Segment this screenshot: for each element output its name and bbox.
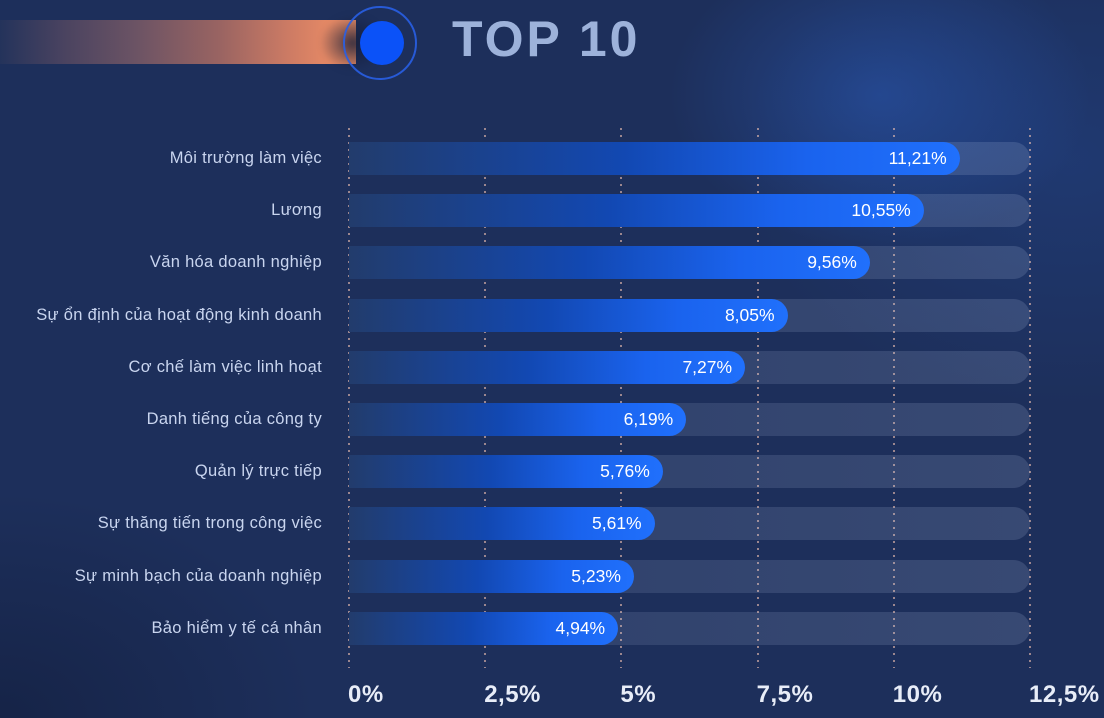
chart-row: Sự minh bạch của doanh nghiệp 5,23% xyxy=(0,559,1104,593)
value-label: 5,76% xyxy=(600,461,650,482)
value-bar: 9,56% xyxy=(349,246,870,280)
chart-row: Cơ chế làm việc linh hoạt 7,27% xyxy=(0,350,1104,384)
axis-tick-label: 0% xyxy=(348,681,384,708)
category-label: Môi trường làm việc xyxy=(169,149,322,167)
value-label: 6,19% xyxy=(623,408,674,429)
value-bar: 5,23% xyxy=(349,559,634,593)
value-bar: 10,55% xyxy=(349,194,924,228)
category-label: Quản lý trực tiếp xyxy=(194,462,322,481)
category-label: Sự minh bạch của doanh nghiệp xyxy=(74,566,322,585)
category-label: Văn hóa doanh nghiệp xyxy=(149,253,322,272)
value-bar: 5,61% xyxy=(349,507,655,541)
gridline xyxy=(1029,128,1031,668)
value-label: 5,61% xyxy=(592,513,642,534)
header-accent-bar xyxy=(0,20,356,64)
chart-row: Sự ổn định của hoạt động kinh doanh 8,05… xyxy=(0,298,1104,332)
gridline xyxy=(756,128,759,668)
chart-row: Môi trường làm việc 11,21% xyxy=(0,142,1104,175)
value-label: 9,56% xyxy=(807,252,857,273)
chart-row: Danh tiếng của công ty 6,19% xyxy=(0,402,1104,436)
chart-row: Văn hóa doanh nghiệp 9,56% xyxy=(0,246,1104,280)
value-bar: 7,27% xyxy=(349,350,746,384)
axis-tick-label: 12,5% xyxy=(1029,681,1100,708)
chart-row: Lương 10,55% xyxy=(0,194,1104,228)
category-label: Danh tiếng của công ty xyxy=(146,409,322,428)
page-title: TOP 10 xyxy=(452,11,641,67)
bullet-ring-icon xyxy=(343,6,417,80)
value-label: 5,23% xyxy=(571,565,621,586)
category-label: Sự thăng tiến trong công việc xyxy=(97,514,322,533)
category-label: Sự ổn định của hoạt động kinh doanh xyxy=(36,305,322,324)
chart-rows: Môi trường làm việc 11,21% Lương 10,55% … xyxy=(0,142,1104,664)
value-label: 4,94% xyxy=(555,617,606,638)
value-label: 7,27% xyxy=(682,356,733,377)
value-bar: 5,76% xyxy=(349,455,663,489)
chart-row: Sự thăng tiến trong công việc 5,61% xyxy=(0,507,1104,541)
category-label: Bảo hiểm y tế cá nhân xyxy=(151,618,322,637)
category-label: Cơ chế làm việc linh hoạt xyxy=(128,357,322,376)
value-bar: 6,19% xyxy=(349,402,687,436)
value-label: 10,55% xyxy=(851,200,911,221)
gridline xyxy=(348,128,350,668)
value-label: 11,21% xyxy=(888,148,947,168)
axis-tick-label: 2,5% xyxy=(484,681,541,708)
gridline xyxy=(620,128,623,668)
value-label: 8,05% xyxy=(724,304,775,325)
axis-tick-label: 5% xyxy=(620,681,657,708)
chart-row: Quản lý trực tiếp 5,76% xyxy=(0,455,1104,489)
bullet-dot-icon xyxy=(360,21,404,65)
value-bar: 11,21% xyxy=(349,142,960,175)
gridline xyxy=(484,128,487,668)
axis-tick-label: 10% xyxy=(892,681,943,708)
axis-tick-label: 7,5% xyxy=(756,681,814,708)
category-label: Lương xyxy=(271,201,322,220)
value-bar: 8,05% xyxy=(349,298,788,332)
gridline xyxy=(892,128,895,668)
value-bar: 4,94% xyxy=(349,611,619,645)
chart-row: Bảo hiểm y tế cá nhân 4,94% xyxy=(0,611,1104,645)
